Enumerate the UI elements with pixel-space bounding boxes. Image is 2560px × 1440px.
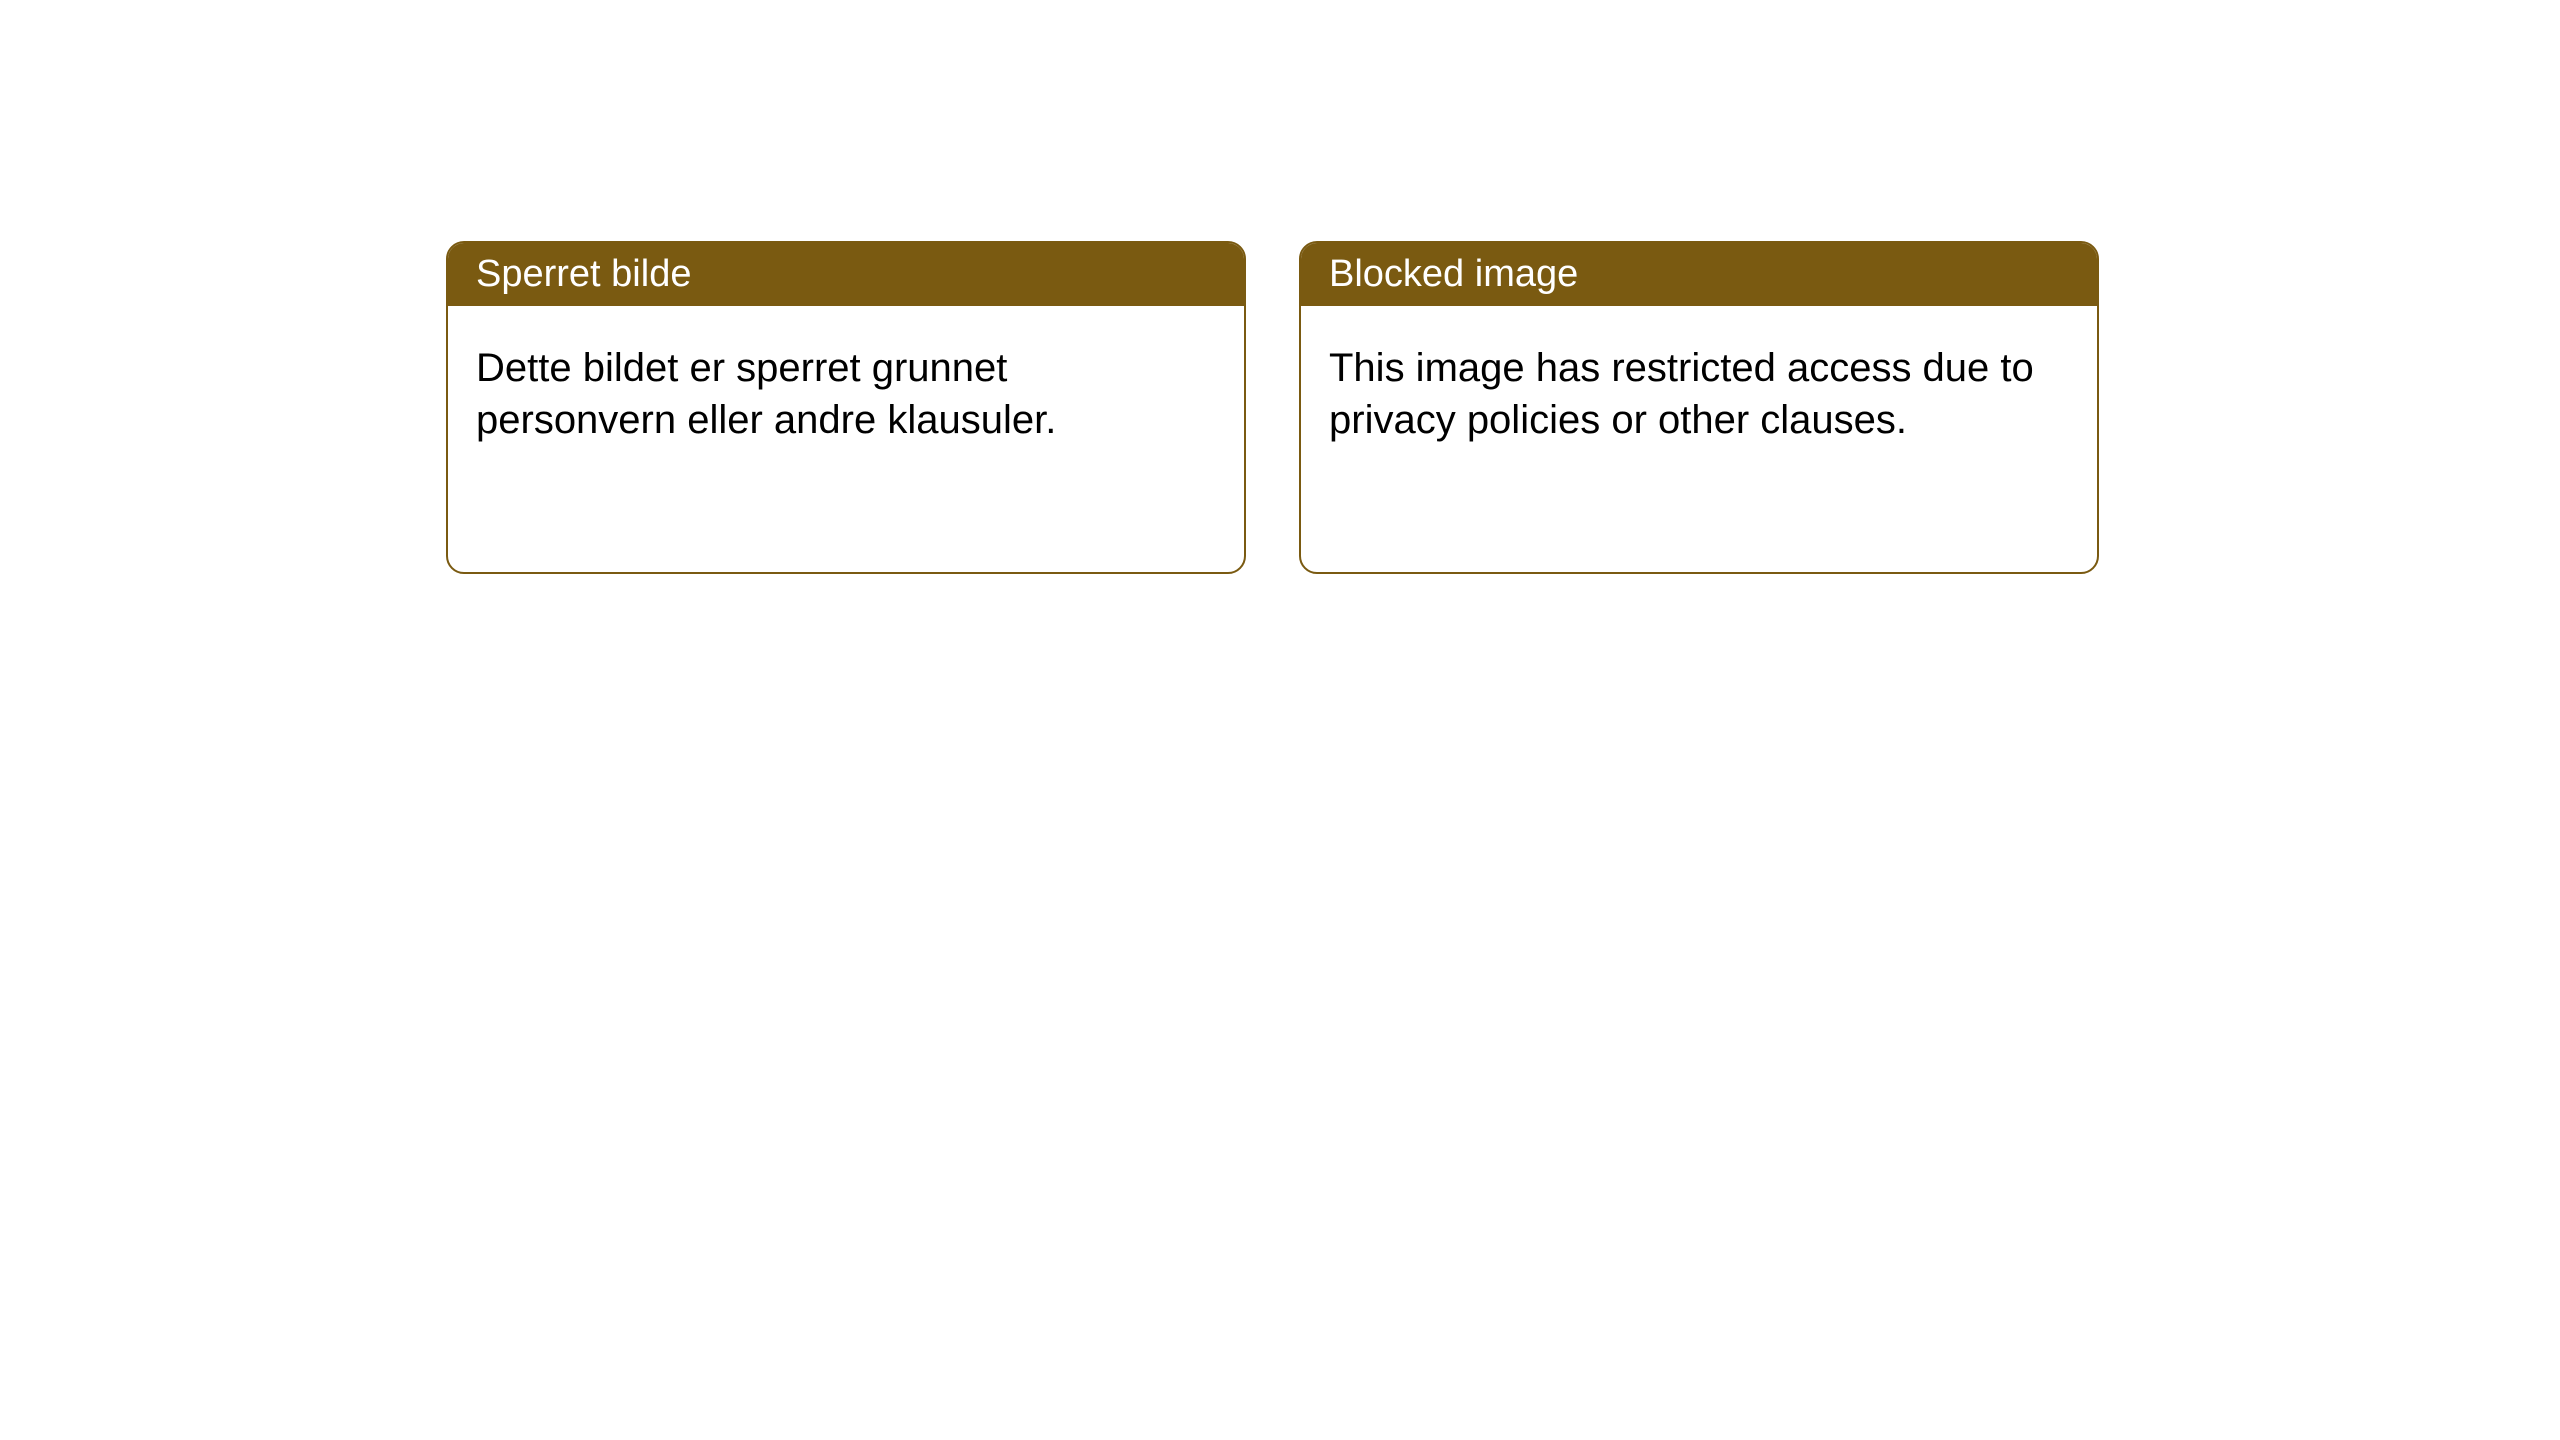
notice-card-english: Blocked image This image has restricted … bbox=[1299, 241, 2099, 574]
notice-message: Dette bildet er sperret grunnet personve… bbox=[476, 346, 1056, 442]
notice-header-norwegian: Sperret bilde bbox=[448, 243, 1244, 306]
notice-body-english: This image has restricted access due to … bbox=[1301, 306, 2097, 482]
notice-title: Blocked image bbox=[1329, 253, 1578, 295]
notice-body-norwegian: Dette bildet er sperret grunnet personve… bbox=[448, 306, 1244, 482]
notice-cards-row: Sperret bilde Dette bildet er sperret gr… bbox=[446, 241, 2099, 574]
notice-card-norwegian: Sperret bilde Dette bildet er sperret gr… bbox=[446, 241, 1246, 574]
notice-message: This image has restricted access due to … bbox=[1329, 346, 2034, 442]
notice-title: Sperret bilde bbox=[476, 253, 691, 295]
notice-header-english: Blocked image bbox=[1301, 243, 2097, 306]
